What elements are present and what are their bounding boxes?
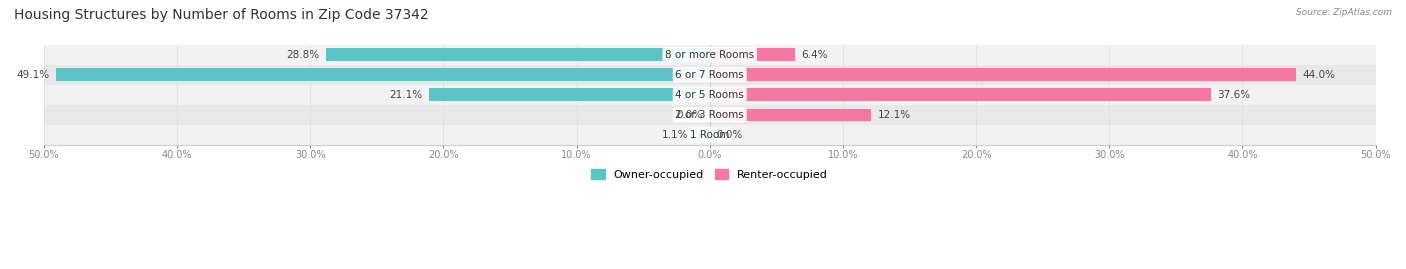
- Bar: [710, 48, 794, 61]
- Text: 12.1%: 12.1%: [877, 110, 911, 120]
- Text: 49.1%: 49.1%: [15, 70, 49, 80]
- Bar: [44, 85, 1375, 105]
- Bar: [710, 108, 870, 121]
- Text: 8 or more Rooms: 8 or more Rooms: [665, 49, 754, 60]
- Bar: [695, 129, 710, 141]
- Text: 0.0%: 0.0%: [676, 110, 703, 120]
- Bar: [429, 89, 710, 101]
- Bar: [44, 45, 1375, 65]
- Text: Source: ZipAtlas.com: Source: ZipAtlas.com: [1296, 8, 1392, 17]
- Text: 6.4%: 6.4%: [801, 49, 828, 60]
- Bar: [44, 65, 1375, 85]
- Text: 44.0%: 44.0%: [1302, 70, 1336, 80]
- Text: 1.1%: 1.1%: [662, 130, 689, 140]
- Text: 6 or 7 Rooms: 6 or 7 Rooms: [675, 70, 744, 80]
- Bar: [44, 125, 1375, 145]
- Text: 37.6%: 37.6%: [1218, 90, 1250, 100]
- Text: 1 Room: 1 Room: [690, 130, 730, 140]
- Text: 21.1%: 21.1%: [389, 90, 422, 100]
- Bar: [56, 68, 710, 81]
- Text: 0.0%: 0.0%: [717, 130, 742, 140]
- Bar: [44, 105, 1375, 125]
- Text: Housing Structures by Number of Rooms in Zip Code 37342: Housing Structures by Number of Rooms in…: [14, 8, 429, 22]
- Legend: Owner-occupied, Renter-occupied: Owner-occupied, Renter-occupied: [586, 165, 832, 184]
- Text: 2 or 3 Rooms: 2 or 3 Rooms: [675, 110, 744, 120]
- Text: 28.8%: 28.8%: [287, 49, 319, 60]
- Bar: [710, 68, 1296, 81]
- Text: 4 or 5 Rooms: 4 or 5 Rooms: [675, 90, 744, 100]
- Bar: [326, 48, 710, 61]
- Bar: [710, 89, 1211, 101]
